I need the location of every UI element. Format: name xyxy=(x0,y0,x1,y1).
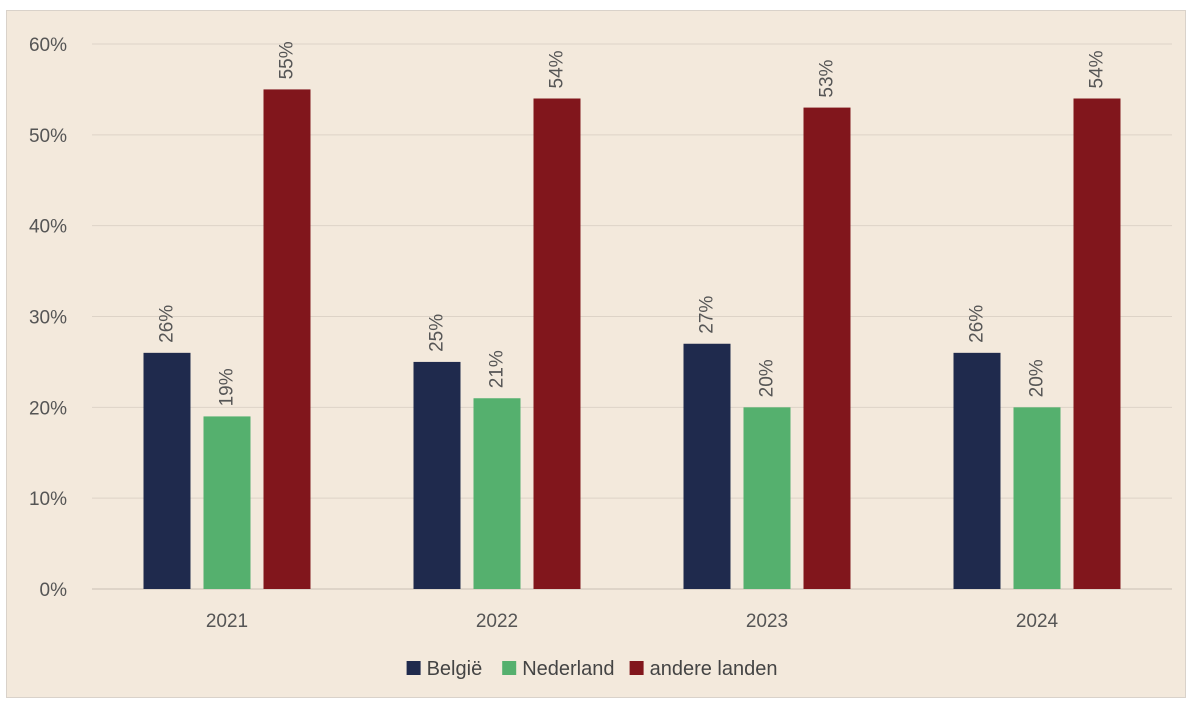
data-label: 54% xyxy=(1087,50,1108,88)
legend-label-nederland: Nederland xyxy=(522,658,614,680)
bar-andere-landen-2023 xyxy=(803,107,851,589)
bar-andere-landen-2021 xyxy=(263,89,311,590)
gridlines xyxy=(92,43,1172,590)
legend-swatch-belgi- xyxy=(406,661,421,675)
bar-nederland-2023 xyxy=(743,407,791,589)
bar-chart: 0%10%20%30%40%50%60% 26%19%55%25%21%54%2… xyxy=(29,35,1172,680)
bar-nederland-2021 xyxy=(203,416,251,589)
chart-frame: 0% 10% 20% 30% 40% 50% 60% 26% 19% 55% 25% 21% 54% 2… xyxy=(6,10,1186,698)
y-tick-label: 20% xyxy=(29,398,67,419)
y-tick-label: 10% xyxy=(29,489,67,510)
data-label: 53% xyxy=(817,59,838,97)
legend-swatch-nederland xyxy=(502,661,517,675)
data-label: 20% xyxy=(757,359,778,397)
data-label: 27% xyxy=(697,296,718,334)
bar-andere-landen-2024 xyxy=(1073,98,1121,589)
bar-nederland-2024 xyxy=(1013,407,1061,589)
data-label: 19% xyxy=(217,368,238,406)
bar-belgi--2023 xyxy=(683,343,731,589)
bar-belgi--2021 xyxy=(143,352,191,589)
y-tick-label: 30% xyxy=(29,308,67,329)
legend-label-andere-landen: andere landen xyxy=(650,658,778,680)
legend-label-belgi-: België xyxy=(427,658,483,680)
y-tick-label: 40% xyxy=(29,217,67,238)
bar-andere-landen-2022 xyxy=(533,98,581,589)
legend: België Nederland andere landen xyxy=(406,658,778,680)
data-label: 26% xyxy=(157,305,178,343)
bars xyxy=(143,89,1121,590)
y-tick-label: 50% xyxy=(29,126,67,147)
bar-belgi--2024 xyxy=(953,352,1001,589)
y-tick-label: 0% xyxy=(40,580,68,601)
data-labels: 26% 19% 55% 25% 21% 54% 27% 20% 53% 26% 20% 54% xyxy=(157,41,1108,406)
y-tick-label: 60% xyxy=(29,35,67,56)
data-label: 21% xyxy=(487,350,508,388)
y-axis: 0% 10% 20% 30% 40% 50% 60% xyxy=(29,35,67,601)
x-category-label: 2023 xyxy=(746,611,788,632)
data-label: 26% xyxy=(967,305,988,343)
bar-belgi--2022 xyxy=(413,361,461,589)
data-label: 25% xyxy=(427,314,448,352)
data-label: 54% xyxy=(547,50,568,88)
data-label: 20% xyxy=(1027,359,1048,397)
x-axis: 2021 2022 2023 2024 xyxy=(206,611,1059,632)
legend-swatch-andere-landen xyxy=(629,661,644,675)
x-category-label: 2022 xyxy=(476,611,518,632)
data-label: 55% xyxy=(277,41,298,79)
bar-nederland-2022 xyxy=(473,398,521,589)
x-category-label: 2024 xyxy=(1016,611,1059,632)
x-category-label: 2021 xyxy=(206,611,248,632)
